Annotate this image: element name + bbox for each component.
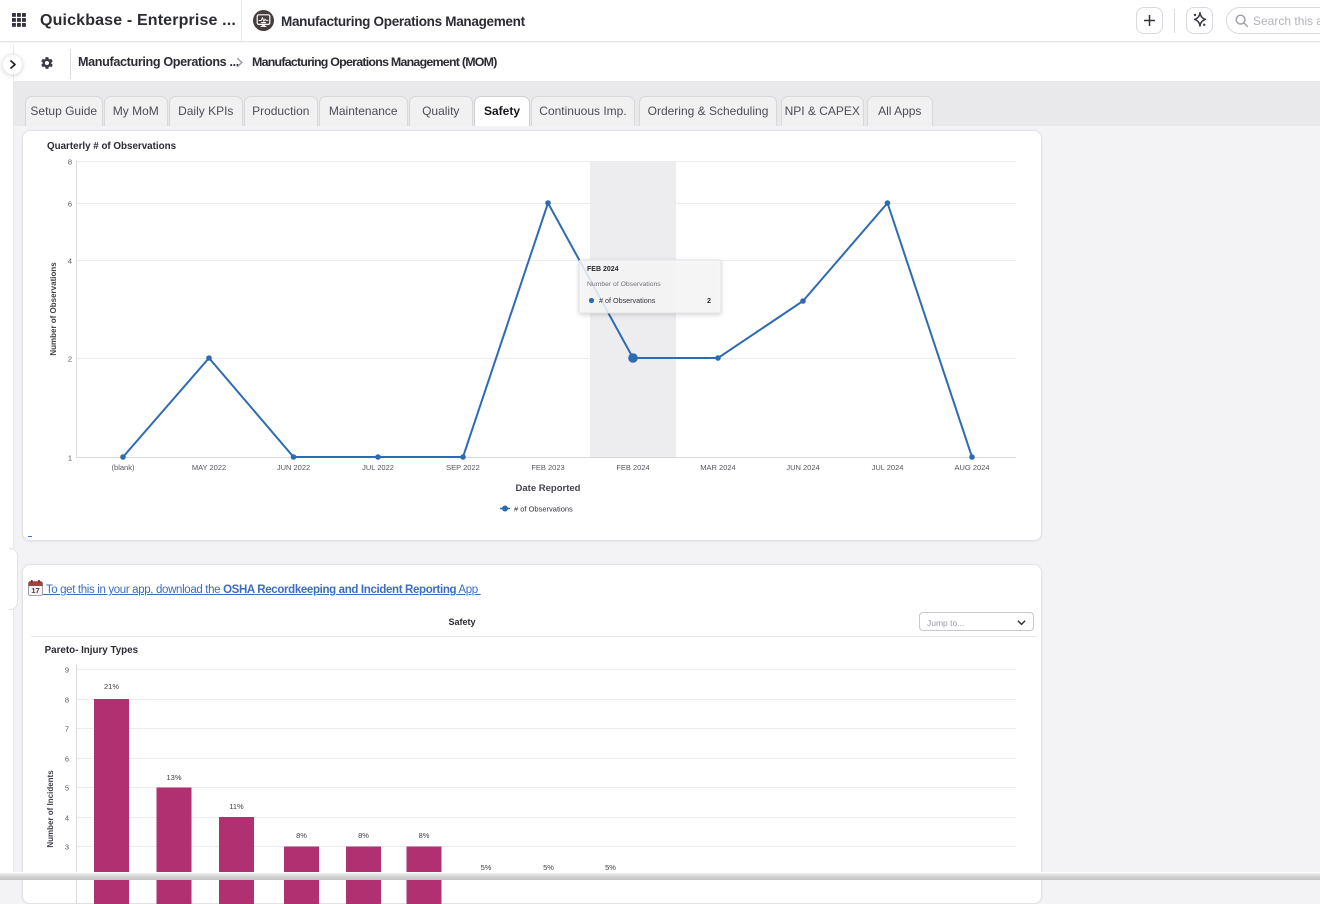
svg-text:21%: 21%	[104, 682, 119, 691]
svg-text:AUG 2024: AUG 2024	[954, 463, 989, 472]
svg-text:5%: 5%	[605, 863, 616, 872]
svg-text:3: 3	[65, 843, 69, 852]
svg-text:MAY 2022: MAY 2022	[192, 463, 226, 472]
svg-text:Pareto- Injury Types: Pareto- Injury Types	[45, 645, 139, 656]
svg-text:Date Reported: Date Reported	[516, 483, 581, 494]
svg-text:JUL 2022: JUL 2022	[362, 463, 394, 472]
svg-text:JUL 2024: JUL 2024	[872, 463, 904, 472]
svg-text:Quarterly # of Observations: Quarterly # of Observations	[47, 141, 177, 152]
svg-text:8%: 8%	[358, 831, 369, 840]
svg-text:MAR 2024: MAR 2024	[700, 463, 735, 472]
svg-text:9: 9	[65, 666, 69, 675]
svg-text:1: 1	[68, 454, 72, 463]
svg-text:4: 4	[68, 257, 72, 266]
svg-text:8: 8	[68, 158, 72, 167]
svg-text:5%: 5%	[543, 863, 554, 872]
svg-text:5: 5	[65, 784, 69, 793]
svg-text:FEB 2023: FEB 2023	[531, 463, 564, 472]
svg-text:2: 2	[68, 355, 72, 364]
svg-text:11%: 11%	[229, 802, 244, 811]
svg-text:4: 4	[65, 814, 69, 823]
svg-text:JUN 2022: JUN 2022	[277, 463, 310, 472]
svg-text:2: 2	[707, 296, 711, 305]
svg-text:8%: 8%	[419, 831, 430, 840]
svg-text:(blank): (blank)	[112, 463, 135, 472]
svg-text:FEB 2024: FEB 2024	[616, 463, 649, 472]
svg-text:SEP 2022: SEP 2022	[446, 463, 480, 472]
svg-text:13%: 13%	[166, 773, 181, 782]
svg-text:6: 6	[65, 755, 69, 764]
svg-text:FEB 2024: FEB 2024	[587, 266, 619, 273]
svg-text:JUN 2024: JUN 2024	[786, 463, 819, 472]
svg-text:7: 7	[65, 725, 69, 734]
svg-text:Number of Incidents: Number of Incidents	[46, 770, 55, 848]
svg-text:5%: 5%	[481, 863, 492, 872]
svg-text:17: 17	[31, 586, 39, 595]
svg-text:8%: 8%	[296, 831, 307, 840]
svg-text:Number of Observations: Number of Observations	[49, 262, 58, 356]
svg-text:8: 8	[65, 696, 69, 705]
svg-text:6: 6	[68, 200, 72, 209]
svg-text:Number of Observations: Number of Observations	[587, 281, 661, 288]
svg-text:# of Observations: # of Observations	[599, 296, 656, 305]
svg-text:# of Observations: # of Observations	[514, 505, 573, 514]
